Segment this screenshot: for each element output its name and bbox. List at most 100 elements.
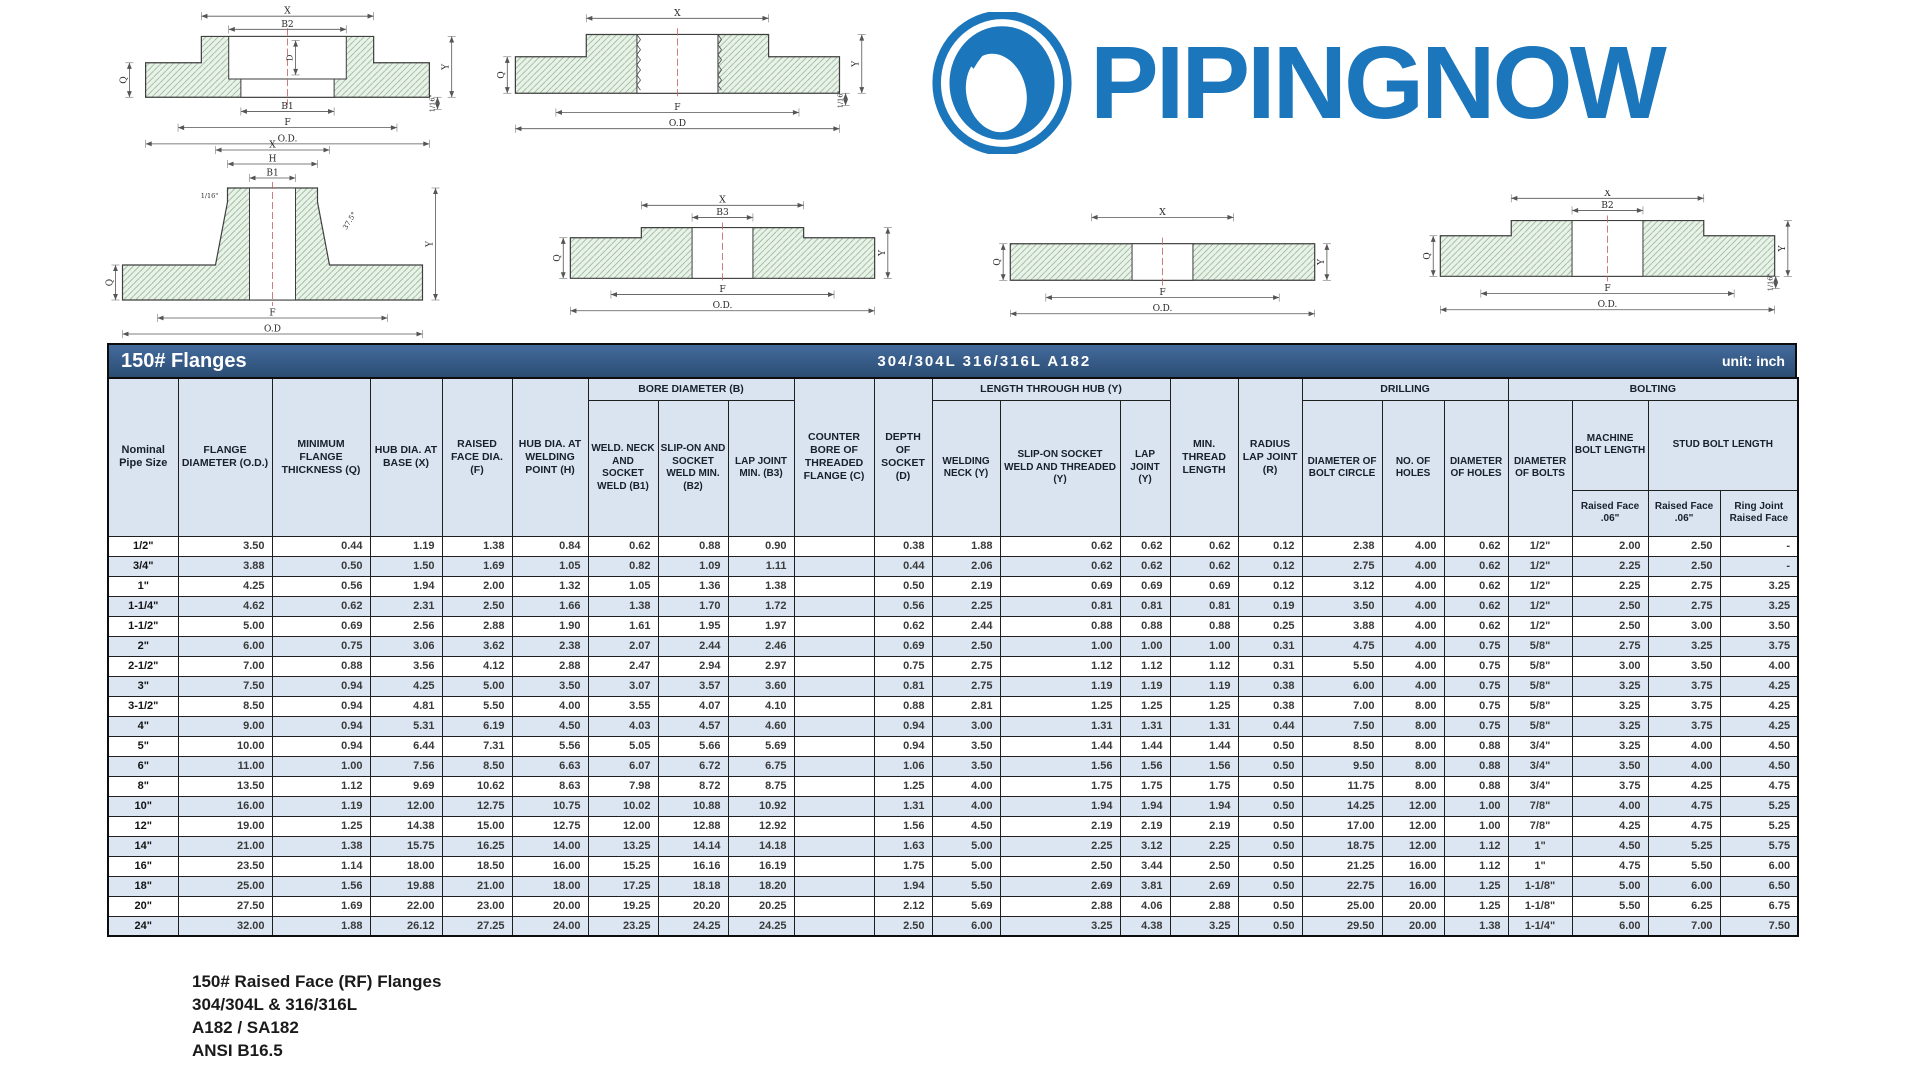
value-cell: 4.00 bbox=[931, 775, 1001, 797]
subgroup-header-machine-bolt: MACHINE BOLT LENGTH bbox=[1571, 399, 1649, 491]
value-cell bbox=[793, 875, 875, 897]
table-row: 3/4" 3.88 0.50 1.50 1.69 1.05 0.82 1.09 1.11 0.44… bbox=[107, 555, 1799, 577]
dimension-label: Y bbox=[852, 60, 862, 68]
value-cell: 2.50 bbox=[1647, 555, 1721, 577]
value-cell: 4.00 bbox=[1381, 575, 1445, 597]
value-cell: 1.38 bbox=[271, 835, 371, 857]
value-cell: 5.75 bbox=[1719, 835, 1799, 857]
value-cell: 0.62 bbox=[1169, 535, 1239, 557]
value-cell: 3.75 bbox=[1647, 715, 1721, 737]
col-header-min-thread: MIN. THREAD LENGTH bbox=[1169, 377, 1239, 537]
value-cell: 2.44 bbox=[657, 635, 729, 657]
value-cell: 12.00 bbox=[369, 795, 443, 817]
footer-line: A182 / SA182 bbox=[192, 1018, 299, 1037]
value-cell: 5.31 bbox=[369, 715, 443, 737]
value-cell: 4.50 bbox=[1719, 735, 1799, 757]
value-cell bbox=[793, 715, 875, 737]
value-cell: 10.00 bbox=[177, 735, 273, 757]
value-cell: 5.50 bbox=[1301, 655, 1383, 677]
col-header-b3: LAP JOINT MIN. (B3) bbox=[727, 399, 795, 537]
value-cell: 2.00 bbox=[1571, 535, 1649, 557]
value-cell: 14.00 bbox=[511, 835, 589, 857]
pipe-size-cell: 3" bbox=[107, 675, 179, 697]
value-cell: 1.25 bbox=[873, 775, 933, 797]
pipe-size-cell: 1/2" bbox=[107, 535, 179, 557]
value-cell: 1.63 bbox=[873, 835, 933, 857]
value-cell: 3.88 bbox=[177, 555, 273, 577]
value-cell: 2.50 bbox=[1647, 535, 1721, 557]
value-cell: 0.81 bbox=[1169, 595, 1239, 617]
value-cell: 0.62 bbox=[999, 535, 1121, 557]
table-row: 6" 11.00 1.00 7.56 8.50 6.63 6.07 6.72 6.75 1.06 3… bbox=[107, 755, 1799, 777]
dimension-label: 1/16" bbox=[1767, 273, 1775, 291]
value-cell: 4.60 bbox=[727, 715, 795, 737]
value-cell: 1.06 bbox=[873, 755, 933, 777]
value-cell: 1.05 bbox=[587, 575, 659, 597]
value-cell: 0.75 bbox=[873, 655, 933, 677]
value-cell: 2.81 bbox=[931, 695, 1001, 717]
value-cell: 2.75 bbox=[1647, 595, 1721, 617]
value-cell: 2.97 bbox=[727, 655, 795, 677]
value-cell: 1.44 bbox=[1119, 735, 1171, 757]
value-cell: 3/4" bbox=[1507, 775, 1573, 797]
value-cell: 1.44 bbox=[1169, 735, 1239, 757]
value-cell: 0.38 bbox=[873, 535, 933, 557]
value-cell: 1.05 bbox=[511, 555, 589, 577]
col-header-counter-bore: COUNTER BORE OF THREADED FLANGE (C) bbox=[793, 377, 875, 537]
value-cell: 3.50 bbox=[1571, 755, 1649, 777]
value-cell: 5.05 bbox=[587, 735, 659, 757]
diagram-lap-joint-stub: X Q F O.D. Y bbox=[993, 208, 1331, 317]
value-cell: 1.12 bbox=[1169, 655, 1239, 677]
dimension-label: B1 bbox=[266, 169, 278, 179]
value-cell: 32.00 bbox=[177, 915, 273, 937]
dimension-label: X bbox=[269, 141, 276, 151]
dimension-label: F bbox=[269, 309, 275, 319]
value-cell: 1.25 bbox=[1443, 895, 1509, 917]
value-cell bbox=[793, 695, 875, 717]
value-cell: 1.00 bbox=[1119, 635, 1171, 657]
value-cell: 1.94 bbox=[369, 575, 443, 597]
value-cell: 3.25 bbox=[1571, 675, 1649, 697]
value-cell: 0.56 bbox=[271, 575, 371, 597]
value-cell bbox=[793, 835, 875, 857]
col-header-num-holes: NO. OF HOLES bbox=[1381, 399, 1445, 537]
value-cell: 1.14 bbox=[271, 855, 371, 877]
value-cell: 6.50 bbox=[1719, 875, 1799, 897]
value-cell: 21.25 bbox=[1301, 855, 1383, 877]
value-cell: 16.00 bbox=[177, 795, 273, 817]
value-cell: 0.62 bbox=[1119, 535, 1171, 557]
value-cell bbox=[793, 755, 875, 777]
value-cell: 1.00 bbox=[271, 755, 371, 777]
value-cell: 3.07 bbox=[587, 675, 659, 697]
value-cell: 1.00 bbox=[1169, 635, 1239, 657]
value-cell: 3/4" bbox=[1507, 735, 1573, 757]
value-cell: 3.06 bbox=[369, 635, 443, 657]
value-cell bbox=[793, 855, 875, 877]
value-cell: 0.50 bbox=[1237, 875, 1303, 897]
value-cell: 3.50 bbox=[931, 735, 1001, 757]
dimension-label: O.D. bbox=[1153, 304, 1173, 314]
value-cell: 12.00 bbox=[1381, 795, 1445, 817]
value-cell: 2.75 bbox=[1571, 635, 1649, 657]
value-cell: 2.19 bbox=[1169, 815, 1239, 837]
value-cell: 8.00 bbox=[1381, 715, 1445, 737]
pipe-size-cell: 16" bbox=[107, 855, 179, 877]
value-cell: 20.00 bbox=[511, 895, 589, 917]
value-cell: 0.50 bbox=[1237, 775, 1303, 797]
value-cell: 1.31 bbox=[999, 715, 1121, 737]
value-cell: 3.56 bbox=[369, 655, 443, 677]
value-cell: 23.50 bbox=[177, 855, 273, 877]
value-cell: 4.03 bbox=[587, 715, 659, 737]
dimension-label: F bbox=[1604, 284, 1610, 294]
value-cell: 5.25 bbox=[1719, 815, 1799, 837]
col-header-bolt-circle: DIAMETER OF BOLT CIRCLE bbox=[1301, 399, 1383, 537]
value-cell: 5.00 bbox=[1571, 875, 1649, 897]
value-cell: 4.00 bbox=[1381, 615, 1445, 637]
value-cell: 4.75 bbox=[1647, 795, 1721, 817]
value-cell: 4.00 bbox=[1381, 655, 1445, 677]
value-cell: 4.10 bbox=[727, 695, 795, 717]
value-cell: 1.88 bbox=[931, 535, 1001, 557]
value-cell: 0.50 bbox=[1237, 915, 1303, 937]
value-cell: 6.25 bbox=[1647, 895, 1721, 917]
value-cell: 1/2" bbox=[1507, 615, 1573, 637]
